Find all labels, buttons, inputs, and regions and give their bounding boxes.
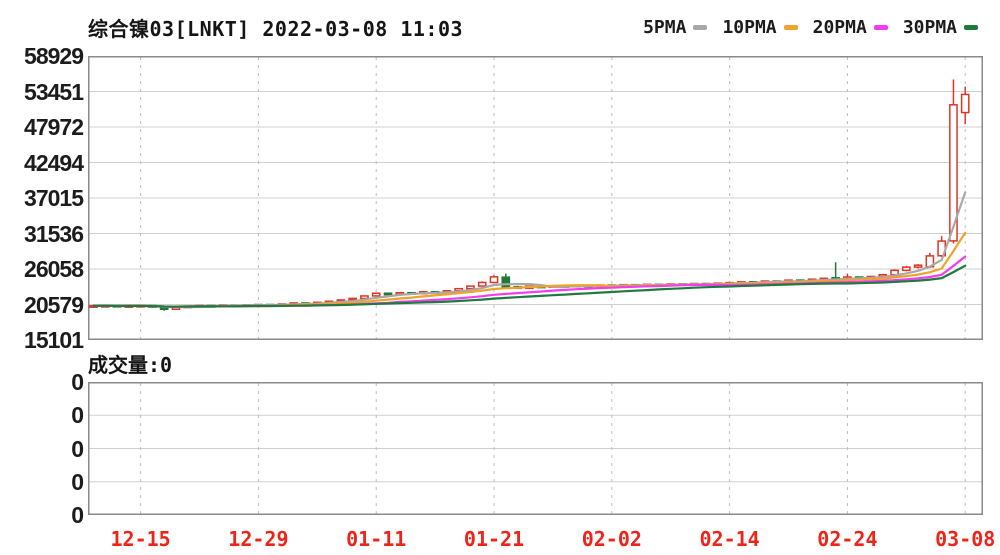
volume-axis-tick-label: 0 bbox=[71, 468, 84, 495]
ma-line-30pma bbox=[92, 264, 967, 308]
price-axis-tick-label: 37015 bbox=[24, 185, 84, 211]
volume-chart[interactable] bbox=[88, 382, 983, 515]
price-axis-tick-label: 53451 bbox=[24, 78, 84, 105]
date-tick-label: 02-02 bbox=[581, 527, 642, 551]
ma-legend: 5PMA 10PMA 20PMA 30PMA bbox=[643, 17, 978, 38]
volume-label: 成交量:0 bbox=[88, 353, 173, 377]
volume-axis-tick-label: 0 bbox=[71, 502, 84, 528]
legend-color-swatch-icon bbox=[693, 25, 708, 30]
price-axis-tick-label: 15101 bbox=[24, 327, 84, 353]
date-tick-label: 01-11 bbox=[346, 527, 407, 551]
date-tick-label: 02-14 bbox=[699, 527, 760, 551]
legend-item-20pma: 20PMA bbox=[813, 17, 888, 38]
volume-axis-tick-label: 0 bbox=[71, 402, 84, 429]
legend-color-swatch-icon bbox=[873, 25, 888, 30]
chart-title: 综合镍03[LNKT] 2022-03-08 11:03 bbox=[88, 17, 464, 41]
price-chart[interactable] bbox=[88, 56, 983, 340]
price-axis-tick-label: 31536 bbox=[24, 220, 84, 247]
price-axis-tick-label: 42494 bbox=[24, 149, 84, 176]
legend-label: 30PMA bbox=[902, 17, 957, 38]
price-axis-tick-label: 26058 bbox=[24, 256, 84, 282]
date-tick-label: 12-15 bbox=[110, 527, 171, 551]
legend-item-10pma: 10PMA bbox=[722, 17, 798, 38]
date-tick-label: 03-08 bbox=[935, 527, 996, 551]
volume-axis-tick-label: 0 bbox=[71, 369, 84, 395]
date-tick-label: 02-24 bbox=[817, 527, 878, 551]
legend-label: 20PMA bbox=[812, 17, 867, 38]
legend-item-30pma: 30PMA bbox=[903, 17, 978, 38]
legend-label: 5PMA bbox=[643, 17, 687, 38]
price-axis-tick-label: 47972 bbox=[24, 114, 84, 140]
date-tick-label: 01-21 bbox=[463, 527, 525, 551]
ma-line-20pma bbox=[92, 255, 967, 308]
ma-line-5pma bbox=[92, 191, 967, 309]
date-tick-label: 12-29 bbox=[228, 527, 289, 551]
legend-color-swatch-icon bbox=[783, 25, 798, 30]
volume-axis-tick-label: 0 bbox=[71, 435, 84, 462]
price-axis-tick-label: 58929 bbox=[24, 43, 84, 69]
legend-label: 10PMA bbox=[722, 17, 777, 38]
price-axis-tick-label: 20579 bbox=[24, 291, 84, 318]
legend-item-5pma: 5PMA bbox=[643, 17, 708, 38]
candlestick-series bbox=[89, 79, 970, 311]
legend-color-swatch-icon bbox=[964, 25, 978, 30]
